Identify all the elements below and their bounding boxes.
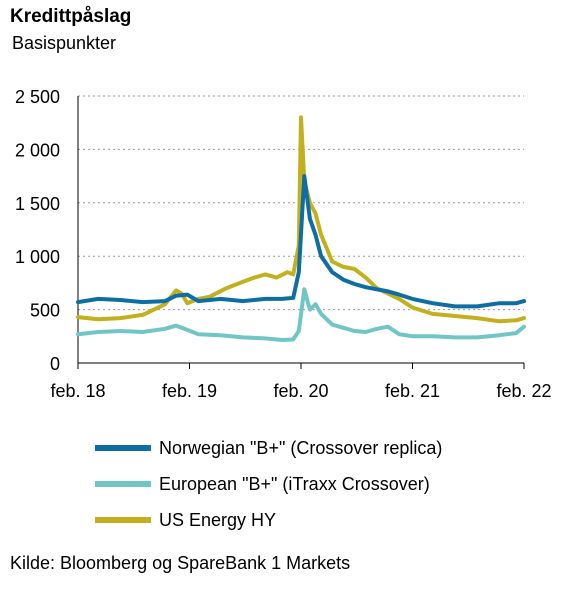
y-tick-label: 0 — [50, 354, 60, 374]
x-tick-label: feb. 18 — [50, 381, 105, 401]
chart-title: Kredittpåslag — [10, 6, 132, 27]
chart-subtitle: Basispunkter — [12, 33, 117, 53]
x-tick-label: feb. 22 — [496, 381, 551, 401]
legend-swatch-us-energy — [95, 517, 151, 523]
y-tick-label: 500 — [30, 301, 60, 321]
source-note: Kilde: Bloomberg og SpareBank 1 Markets — [10, 553, 351, 573]
legend-label-european: European "B+" (iTraxx Crossover) — [159, 473, 430, 494]
series-line-norwegian — [76, 174, 526, 309]
y-tick-label: 1 000 — [15, 247, 60, 267]
legend-swatch-european — [95, 481, 151, 487]
legend-item-us-energy: US Energy HY — [95, 502, 442, 538]
legend: Norwegian "B+" (Crossover replica) Europ… — [95, 430, 442, 538]
y-tick-label: 2 500 — [15, 87, 60, 107]
legend-label-us-energy: US Energy HY — [159, 509, 277, 530]
x-tick-label: feb. 21 — [385, 381, 440, 401]
legend-swatch-norwegian — [95, 445, 151, 451]
series-line-european — [76, 287, 526, 342]
legend-item-european: European "B+" (iTraxx Crossover) — [95, 466, 442, 502]
legend-item-norwegian: Norwegian "B+" (Crossover replica) — [95, 430, 442, 466]
x-tick-label: feb. 19 — [162, 381, 217, 401]
legend-label-norwegian: Norwegian "B+" (Crossover replica) — [159, 437, 443, 458]
line-chart: 0 500 1 000 1 500 2 000 2 500 feb. 18 feb. 19 fe… — [15, 87, 552, 401]
x-tick-label: feb. 20 — [273, 381, 328, 401]
y-tick-label: 1 500 — [15, 194, 60, 214]
y-tick-label: 2 000 — [15, 140, 60, 160]
